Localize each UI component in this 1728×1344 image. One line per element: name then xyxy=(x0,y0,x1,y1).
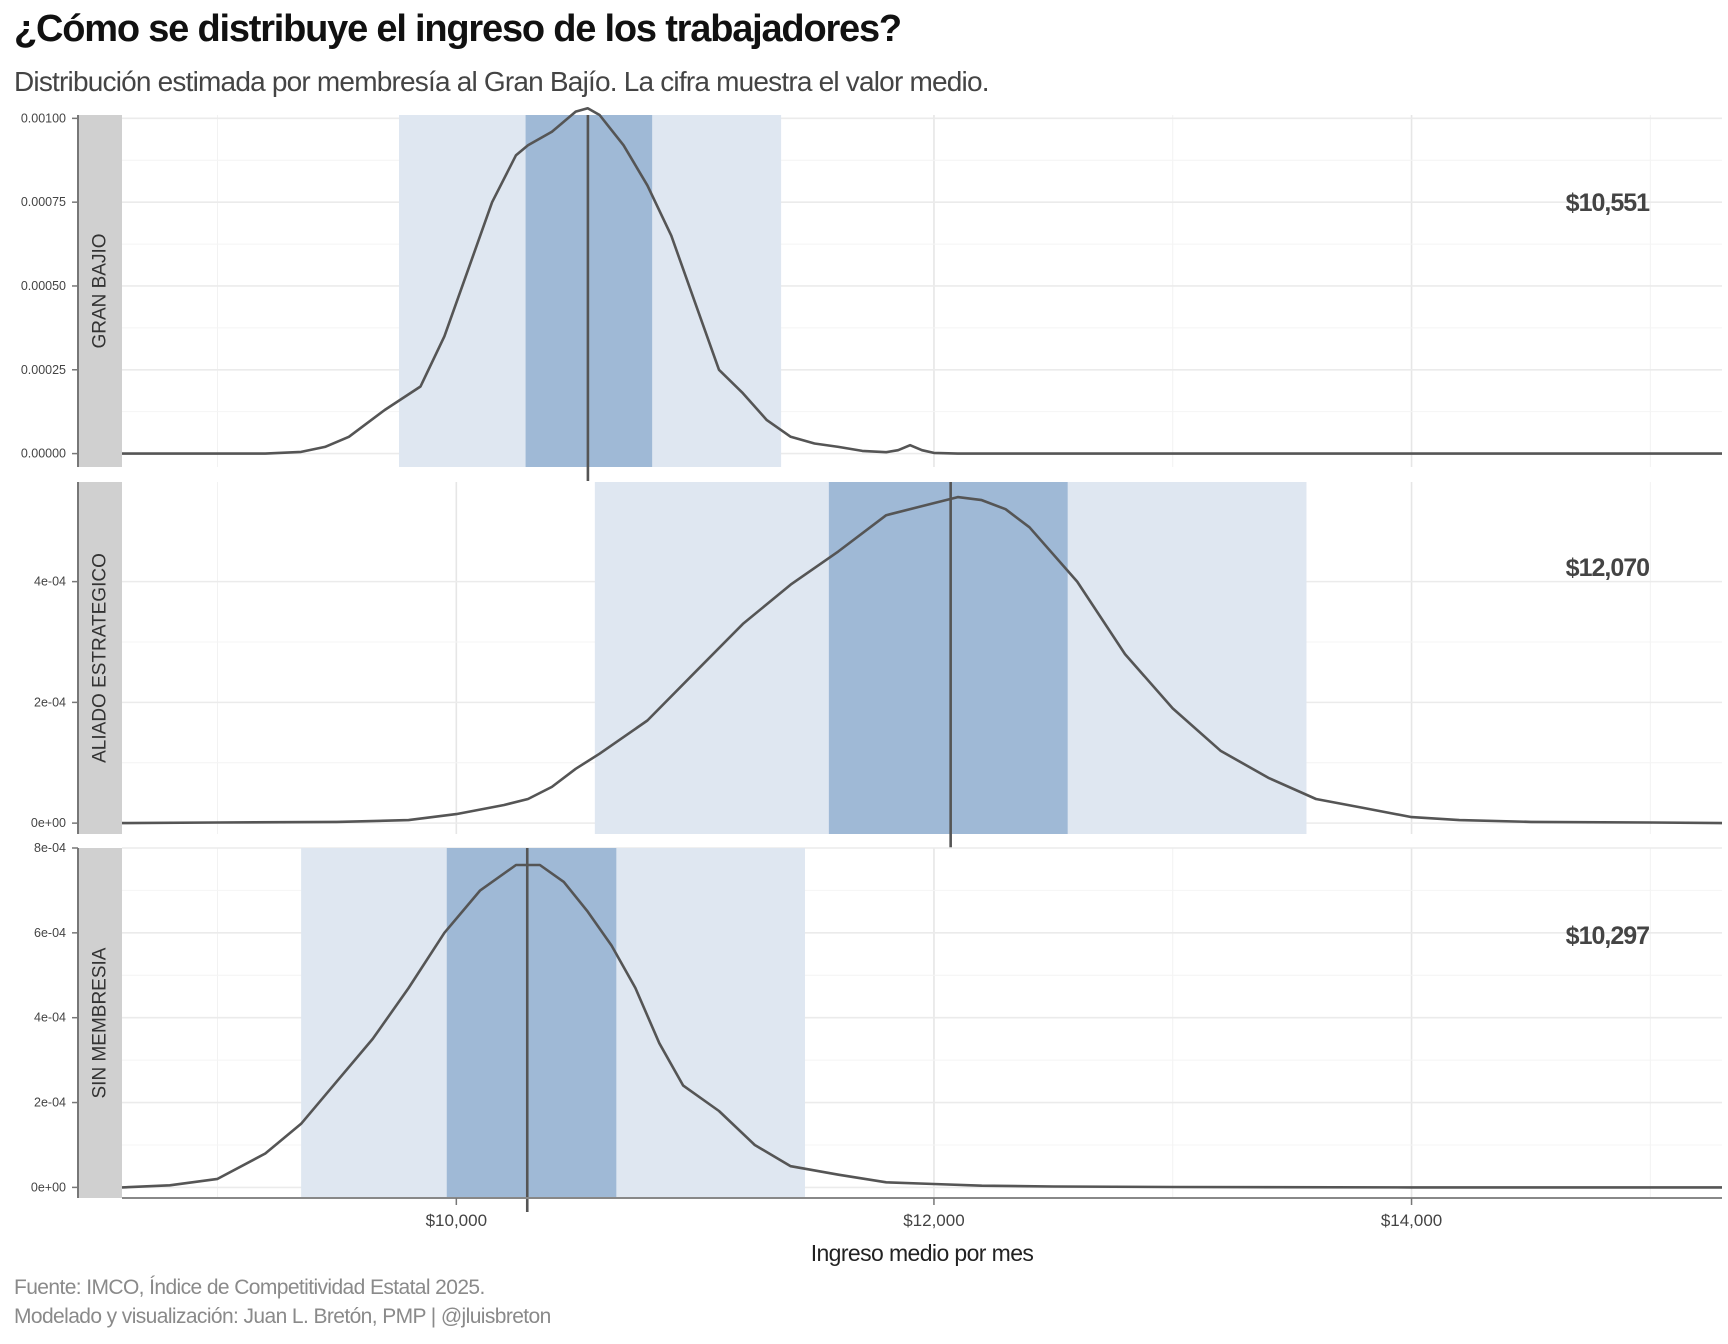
panel-1: ALIADO ESTRATEGICO 0e+00 2e-04 4e-04 $12,070 xyxy=(31,482,1723,848)
panel-strip-label: GRAN BAJIO xyxy=(90,233,111,348)
y-tick-label: 0.00000 xyxy=(21,447,66,461)
y-tick-label: 2e-04 xyxy=(34,695,66,709)
x-tick-label: $10,000 xyxy=(426,1211,487,1230)
y-tick-label: 2e-04 xyxy=(34,1096,66,1110)
x-axis-title: Ingreso medio por mes xyxy=(811,1240,1034,1266)
density-curve xyxy=(121,495,1723,825)
y-tick-label: 4e-04 xyxy=(34,1011,66,1025)
mean-value-label: $12,070 xyxy=(1566,554,1649,582)
x-tick-label: $14,000 xyxy=(1381,1211,1442,1230)
x-tick-label: $12,000 xyxy=(903,1211,964,1230)
chart-subtitle: Distribución estimada por membresía al G… xyxy=(14,66,990,97)
panel-strip xyxy=(78,482,122,834)
y-tick-label: 0.00025 xyxy=(21,363,66,377)
y-tick-label: 8e-04 xyxy=(34,841,66,855)
mean-value-label: $10,297 xyxy=(1566,922,1649,950)
mean-value-label: $10,551 xyxy=(1566,189,1650,217)
panel-strip xyxy=(78,115,122,467)
panel-strip-label: ALIADO ESTRATEGICO xyxy=(90,553,111,763)
y-tick-label: 0.00100 xyxy=(21,111,66,125)
panel-strip-label: SIN MEMBRESIA xyxy=(90,947,111,1098)
density-curve xyxy=(121,863,1722,1189)
credit-caption: Modelado y visualización: Juan L. Bretón… xyxy=(14,1305,551,1328)
chart-title: ¿Cómo se distribuye el ingreso de los tr… xyxy=(14,8,902,50)
panel-strip xyxy=(78,848,122,1198)
y-tick-label: 6e-04 xyxy=(34,926,66,940)
inner-interval-band xyxy=(828,482,1068,834)
source-caption: Fuente: IMCO, Índice de Competitividad E… xyxy=(14,1276,485,1299)
y-tick-label: 4e-04 xyxy=(34,575,66,589)
y-tick-label: 0e+00 xyxy=(31,1180,66,1194)
panel-2: SIN MEMBRESIA 0e+00 2e-04 4e-04 6e-04 8e-04 $1… xyxy=(31,841,1722,1212)
y-tick-label: 0.00050 xyxy=(21,279,66,293)
y-tick-label: 0e+00 xyxy=(31,816,66,830)
density-curve xyxy=(122,107,1722,455)
inner-interval-band xyxy=(446,848,617,1198)
panel-0: GRAN BAJIO 0.00000 0.00025 0.00050 0.00075 0.… xyxy=(21,107,1722,481)
y-tick-label: 0.00075 xyxy=(21,195,66,209)
